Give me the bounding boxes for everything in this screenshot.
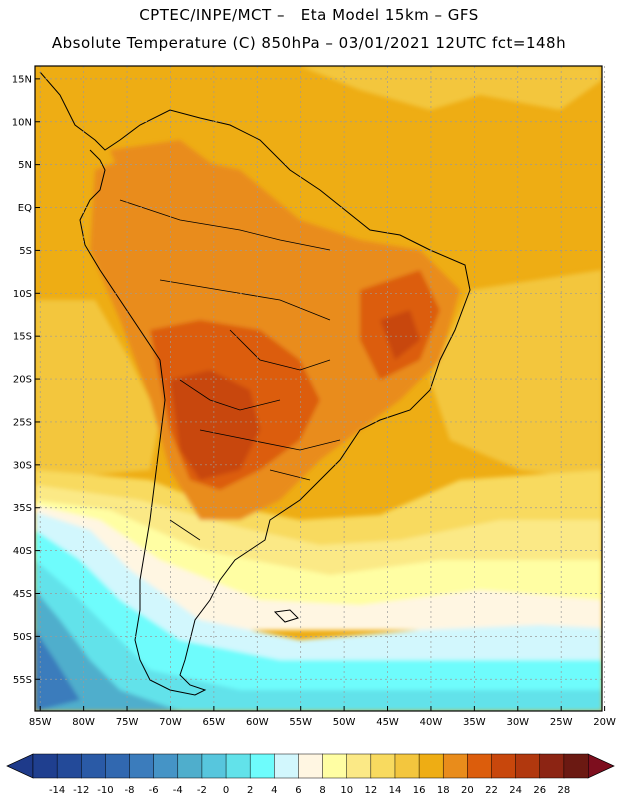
lat-label: 5S — [19, 246, 32, 257]
colorbar-swatch — [56, 753, 82, 779]
field-band — [300, 66, 602, 110]
colorbar-tick-label: 20 — [461, 785, 474, 796]
colorbar-under-arrow — [6, 753, 34, 779]
lon-label: 60W — [246, 717, 269, 728]
lon-label: 70W — [159, 717, 182, 728]
colorbar-tick-label: -14 — [49, 785, 65, 796]
lat-label: 10N — [12, 117, 32, 128]
field-band — [35, 530, 602, 711]
colorbar-tick-label: 10 — [340, 785, 353, 796]
colorbar-tick-label: 2 — [247, 785, 253, 796]
field-band — [35, 590, 180, 711]
colorbar-swatch — [153, 753, 179, 779]
lon-label: 55W — [289, 717, 312, 728]
colorbar-swatch — [346, 753, 372, 779]
colorbar-tick-label: -10 — [97, 785, 113, 796]
colorbar-swatch — [515, 753, 541, 779]
colorbar-over-arrow — [587, 753, 615, 779]
lon-label: 85W — [29, 717, 52, 728]
colorbar-tick-label: 0 — [223, 785, 229, 796]
field-hot — [170, 370, 260, 480]
field-band — [35, 512, 602, 660]
colorbar-tick-label: 28 — [558, 785, 571, 796]
lat-label: 40S — [13, 546, 32, 557]
field-warm — [110, 140, 220, 200]
colorbar-swatch — [418, 753, 444, 779]
colorbar-swatch — [370, 753, 396, 779]
colorbar-swatch — [322, 753, 348, 779]
colorbar-tick-label: -2 — [197, 785, 207, 796]
colorbar-tick-label: -12 — [73, 785, 89, 796]
temperature-field — [35, 66, 602, 711]
lat-label: EQ — [18, 203, 32, 214]
field-band — [35, 300, 160, 480]
lon-label: 80W — [72, 717, 95, 728]
colorbar-swatch — [201, 753, 227, 779]
colorbar-tick-label: -4 — [173, 785, 183, 796]
lat-label: 35S — [13, 503, 32, 514]
colorbar-swatch — [225, 753, 251, 779]
colorbar-swatch — [539, 753, 565, 779]
colorbar-swatch — [81, 753, 106, 779]
colorbar-tick-label: 22 — [485, 785, 498, 796]
lat-label: 25S — [13, 417, 32, 428]
lat-label: 50S — [13, 632, 32, 643]
lon-label: 45W — [376, 717, 399, 728]
colorbar-swatch — [298, 753, 324, 779]
map-frame — [34, 65, 603, 712]
lat-label: 55S — [13, 675, 32, 686]
colorbar-swatch — [491, 753, 517, 779]
colorbar-tick-label: 14 — [389, 785, 402, 796]
coastline — [39, 71, 471, 696]
lon-label: 35W — [463, 717, 486, 728]
field-band — [35, 505, 602, 630]
colorbar-swatch — [563, 753, 589, 779]
longitude-labels: 85W 80W 75W 70W 65W 60W 55W 50W 45W 40W 35W 30W 25W 2… — [29, 706, 616, 728]
lat-label: 15S — [13, 332, 32, 343]
lon-label: 50W — [333, 717, 356, 728]
lat-label: 20S — [13, 375, 32, 386]
lon-label: 65W — [203, 717, 226, 728]
lat-label: 5N — [18, 160, 32, 171]
lat-label: 30S — [13, 460, 32, 471]
colorbar-swatch — [394, 753, 420, 779]
colorbar-tick-label: -8 — [125, 785, 135, 796]
colorbar-swatch — [32, 753, 58, 779]
colorbar-tick-label: 6 — [295, 785, 301, 796]
lon-label: 75W — [116, 717, 139, 728]
lon-label: 30W — [506, 717, 529, 728]
colorbar-tick-label: 24 — [509, 785, 522, 796]
colorbar-tick-label: 8 — [319, 785, 325, 796]
colorbar-swatch — [249, 753, 275, 779]
lon-label: 25W — [550, 717, 573, 728]
colorbar: -14 -12 -10 -8 -6 -4 -2 0 2 4 6 8 10 12 14 16 18 20 22 24 26… — [6, 753, 615, 796]
map-title-line1: CPTEC/INPE/MCT – Eta Model 15km – GFS — [139, 6, 479, 24]
colorbar-tick-label: 16 — [413, 785, 426, 796]
colorbar-swatch — [467, 753, 493, 779]
colorbar-tick-label: 18 — [437, 785, 450, 796]
colorbar-swatch — [105, 753, 131, 779]
lat-label: 10S — [13, 289, 32, 300]
borders — [119, 199, 341, 541]
field-hot — [380, 310, 420, 360]
field-band — [35, 630, 80, 711]
falklands — [273, 609, 299, 623]
colorbar-tick-label: 12 — [364, 785, 377, 796]
colorbar-swatch — [177, 753, 203, 779]
colorbar-tick-label: -6 — [149, 785, 159, 796]
colorbar-swatch — [129, 753, 155, 779]
lat-label: 15N — [12, 74, 32, 85]
colorbar-tick-label: 26 — [533, 785, 546, 796]
field-band — [430, 270, 602, 480]
lon-label: 40W — [420, 717, 443, 728]
colorbar-tick-label: 4 — [271, 785, 277, 796]
lat-label: 45S — [13, 589, 32, 600]
lon-label: 20W — [593, 717, 616, 728]
colorbar-swatch — [442, 753, 468, 779]
colorbar-swatch — [274, 753, 299, 779]
latitude-labels: 15N 10N 5N EQ 5S 10S 15S 20S 25S 30S 35S 40S 45S 50S 5… — [12, 74, 40, 686]
map-title-line2: Absolute Temperature (C) 850hPa – 03/01/… — [51, 34, 567, 52]
